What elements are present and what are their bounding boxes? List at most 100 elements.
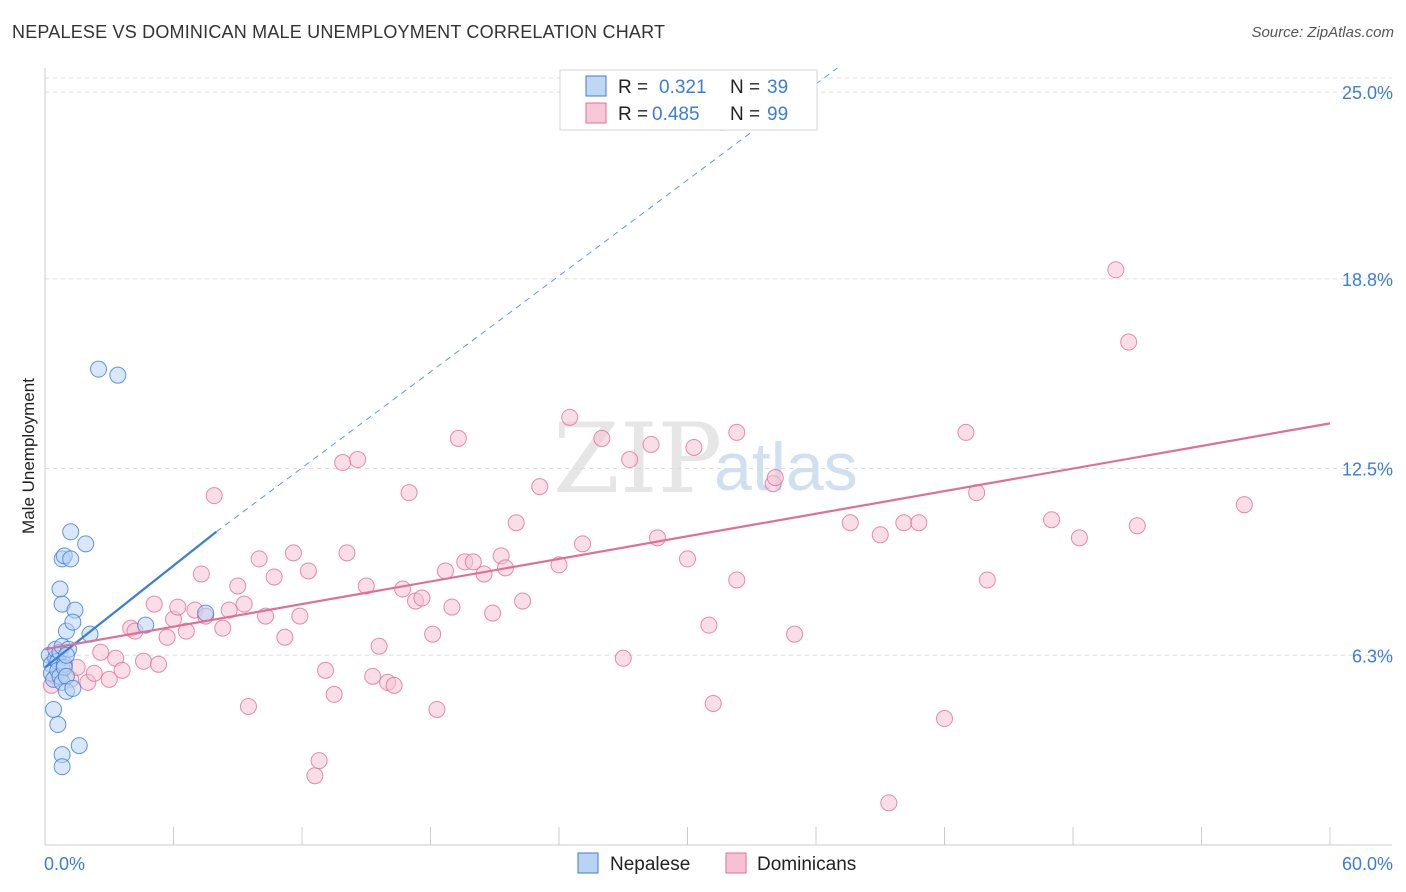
dominicans-point-77 xyxy=(704,694,722,712)
dominicans-point-52 xyxy=(424,625,442,643)
dominicans-point-29 xyxy=(250,550,268,568)
dominicans-point-64 xyxy=(514,592,532,610)
dominicans-point-85 xyxy=(871,526,889,544)
x-tick-label-max: 60.0% xyxy=(1342,854,1393,874)
axes xyxy=(44,68,1392,846)
dominicans-point-56 xyxy=(449,429,467,447)
series-legend: Nepalese Dominicans xyxy=(577,852,856,875)
chart-source: Source: ZipAtlas.com xyxy=(1251,24,1394,41)
dominicans-point-91 xyxy=(978,571,996,589)
dominicans-point-27 xyxy=(235,595,253,613)
y-tick-label-0: 6.3% xyxy=(1352,646,1393,666)
dominicans-point-7 xyxy=(92,643,110,661)
dominicans-point-34 xyxy=(291,607,309,625)
dominicans-point-94 xyxy=(1107,261,1125,279)
dominicans-point-41 xyxy=(338,544,356,562)
nepalese-point-28 xyxy=(45,700,63,718)
dominicans-point-6 xyxy=(85,664,103,682)
nepalese-point-37 xyxy=(90,360,108,378)
dominicans-point-26 xyxy=(229,577,247,595)
dominicans-point-66 xyxy=(550,556,568,574)
dominicans-point-60 xyxy=(484,604,502,622)
nepalese-point-25 xyxy=(62,523,80,541)
dominicans-point-54 xyxy=(436,562,454,580)
dominicans-point-14 xyxy=(145,595,163,613)
bottom-label-dominicans: Dominicans xyxy=(757,854,856,875)
y-tick-labels: 6.3% 12.5% 18.8% 25.0% xyxy=(1342,83,1393,666)
nepalese-point-20 xyxy=(62,550,80,568)
dominicans-point-79 xyxy=(728,423,746,441)
dominicans-point-19 xyxy=(177,622,195,640)
dominicans-point-53 xyxy=(428,700,446,718)
dominicans-point-28 xyxy=(239,697,257,715)
dominicans-point-42 xyxy=(349,451,367,469)
legend-r-label-dominicans: R = xyxy=(618,104,648,125)
dominicans-point-18 xyxy=(169,598,187,616)
dominicans-point-40 xyxy=(334,454,352,472)
dominicans-point-25 xyxy=(220,601,238,619)
dominicans-point-33 xyxy=(284,544,302,562)
dominicans-point-95 xyxy=(1120,333,1138,351)
dominicans-point-23 xyxy=(205,487,223,505)
dominicans-point-67 xyxy=(561,408,579,426)
nepalese-point-36 xyxy=(197,604,215,622)
dominicans-point-8 xyxy=(100,670,118,688)
correlation-legend: R = 0.321 N = 39 R = 0.485 N = 99 xyxy=(559,69,818,131)
legend-n-label-nepalese: N = xyxy=(730,77,760,98)
dominicans-point-71 xyxy=(621,451,639,469)
legend-n-value-dominicans: 99 xyxy=(767,104,788,125)
dominicans-point-76 xyxy=(700,616,718,634)
dominicans-point-63 xyxy=(507,514,525,532)
dominicans-point-38 xyxy=(317,661,335,679)
dominicans-point-39 xyxy=(325,685,343,703)
dominicans-point-98 xyxy=(880,794,898,812)
dominicans-point-32 xyxy=(276,628,294,646)
x-ticks xyxy=(44,827,1331,845)
dominicans-point-45 xyxy=(370,637,388,655)
bottom-swatch-dominicans xyxy=(725,852,747,874)
dominicans-point-43 xyxy=(357,577,375,595)
dominicans-point-49 xyxy=(400,484,418,502)
legend-r-label-nepalese: R = xyxy=(618,77,648,98)
dominicans-point-31 xyxy=(265,568,283,586)
dominicans-point-97 xyxy=(1235,496,1253,514)
nepalese-point-17 xyxy=(51,580,69,598)
chart-title: NEPALESE VS DOMINICAN MALE UNEMPLOYMENT … xyxy=(12,22,666,42)
dominicans-point-51 xyxy=(413,589,431,607)
dominicans-trend-line xyxy=(44,422,1331,651)
dominicans-point-55 xyxy=(443,598,461,616)
nepalese-point-31 xyxy=(53,758,71,776)
dominicans-point-72 xyxy=(642,435,660,453)
y-tick-label-3: 25.0% xyxy=(1342,83,1393,103)
dominicans-point-44 xyxy=(364,667,382,685)
dominicans-point-75 xyxy=(685,438,703,456)
nepalese-point-26 xyxy=(77,535,95,553)
dominicans-point-87 xyxy=(910,514,928,532)
nepalese-point-35 xyxy=(137,616,155,634)
dominicans-point-74 xyxy=(679,550,696,568)
bottom-label-nepalese: Nepalese xyxy=(610,854,690,875)
y-tick-label-1: 12.5% xyxy=(1342,460,1393,480)
dominicans-point-16 xyxy=(158,628,176,646)
dominicans-point-65 xyxy=(531,478,549,496)
dominicans-point-24 xyxy=(214,619,232,637)
nepalese-points xyxy=(40,360,215,776)
grid-lines xyxy=(45,77,1392,656)
trend-lines xyxy=(44,67,1331,669)
dominicans-point-70 xyxy=(614,649,632,667)
legend-n-value-nepalese: 39 xyxy=(767,77,788,98)
dominicans-point-82 xyxy=(766,469,784,487)
watermark-atlas: atlas xyxy=(714,429,858,505)
dominicans-point-86 xyxy=(895,514,913,532)
dominicans-point-93 xyxy=(1070,529,1088,547)
nepalese-point-34 xyxy=(64,679,82,697)
legend-swatch-dominicans xyxy=(585,102,607,124)
dominicans-point-10 xyxy=(113,661,131,679)
dominicans-point-88 xyxy=(936,710,953,728)
dominicans-point-84 xyxy=(841,514,859,532)
dominicans-point-80 xyxy=(728,571,746,589)
dominicans-point-83 xyxy=(786,625,804,643)
legend-swatch-nepalese xyxy=(585,75,607,97)
dominicans-point-37 xyxy=(310,752,328,770)
